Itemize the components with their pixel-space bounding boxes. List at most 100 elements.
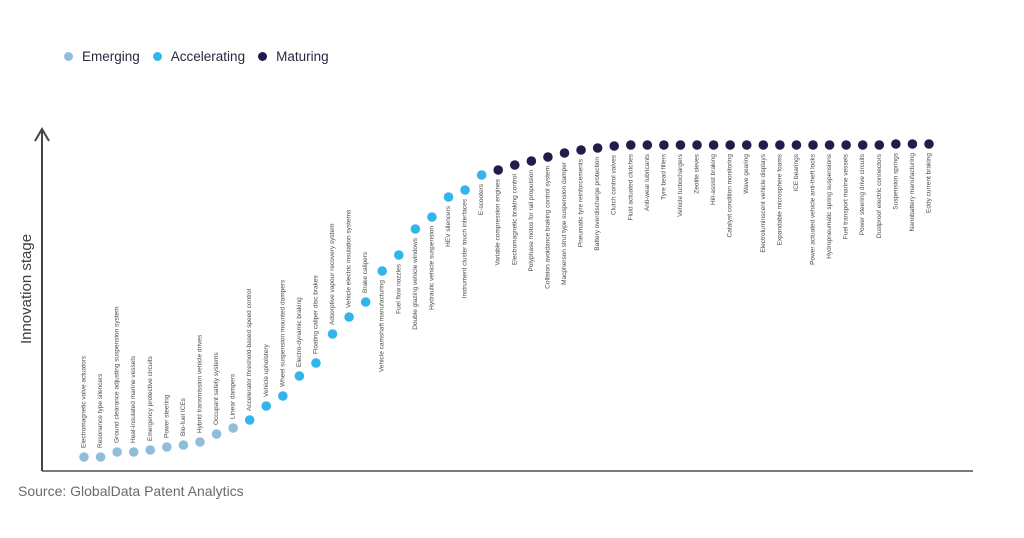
data-point [725, 140, 735, 150]
data-point-label: Wave gearing [743, 154, 750, 194]
data-point [344, 312, 354, 322]
data-point [410, 224, 421, 234]
data-point [857, 140, 868, 150]
data-point-label: Fuel flow nozzles [395, 263, 402, 314]
data-point [874, 140, 885, 150]
data-point-label: Variable compression engines [495, 178, 502, 265]
chart-legend: Emerging Accelerating Maturing [64, 49, 329, 64]
data-point-label: Eddy current braking [926, 153, 933, 213]
data-point [675, 140, 686, 150]
data-point [294, 371, 305, 381]
data-point-label: Electroluminscent vehicle displays [760, 153, 767, 252]
data-point [128, 447, 139, 457]
data-point-label: Emergency protective circuits [147, 355, 154, 441]
data-point [162, 442, 172, 452]
data-point-label: Dustproof electric connectors [876, 153, 883, 238]
data-point-label: Suspension springs [892, 152, 899, 209]
data-point [427, 212, 437, 222]
data-point [841, 140, 851, 150]
data-point-label: Anti-wear lubricants [644, 153, 651, 211]
data-point [79, 452, 89, 462]
legend-label: Maturing [276, 49, 329, 64]
data-point-label: Tyre bead fillers [660, 153, 667, 200]
data-point [692, 140, 702, 150]
data-point-label: Hybrid transmission vehicle drives [196, 334, 203, 433]
data-point-label: Hydropneumatic spring suspensions [826, 153, 833, 259]
data-point-label: Collision avoidance braking control syst… [544, 166, 551, 289]
data-point [195, 437, 205, 447]
data-point [625, 140, 636, 150]
data-point [244, 415, 255, 425]
data-point-label: ICE bearings [793, 153, 800, 191]
data-point [178, 440, 189, 450]
data-point-label: Fuel transport marine vessels [843, 153, 850, 239]
data-point [443, 192, 454, 202]
data-point-label: Polyphase motos for rail propulsion [528, 170, 535, 272]
data-point-label: Floating caliper disc brakes [312, 274, 319, 354]
data-point [327, 329, 338, 339]
data-point [659, 140, 669, 150]
data-point [145, 445, 156, 455]
data-point [261, 401, 272, 411]
data-point [543, 152, 553, 162]
data-point [95, 452, 106, 462]
data-point-label: Electromagnetic braking control [511, 173, 518, 265]
data-point [775, 140, 785, 150]
data-point-label: Expandable microsphere foams [776, 153, 783, 245]
data-point [576, 145, 586, 155]
data-point-label: Vehicle upholstery [263, 343, 270, 397]
data-point-label: Brake calipers [362, 251, 369, 293]
data-point [278, 391, 288, 401]
data-point-label: Linear dampers [230, 373, 237, 419]
data-point [791, 140, 802, 150]
legend-label: Emerging [82, 49, 140, 64]
data-point-label: Resonance type silencers [97, 373, 104, 448]
data-point [526, 156, 537, 166]
data-point-label: Catalyst condition monitoring [727, 154, 734, 238]
data-point [824, 140, 835, 150]
data-point-label: Zeolite sieves [694, 153, 701, 193]
data-point-label: Accelerator threshold-based speed contro… [246, 288, 253, 411]
data-point [460, 185, 470, 195]
data-point [476, 170, 487, 180]
data-point [311, 358, 321, 368]
data-point [642, 140, 653, 150]
y-axis-arrowhead-icon [34, 127, 50, 142]
legend-label: Accelerating [170, 49, 246, 64]
data-point [741, 140, 752, 150]
data-point-label: Vehicle electric insulation systems [346, 209, 353, 308]
maturing-dot-icon [258, 52, 268, 61]
data-point-label: Ground clearance adjusting suspension sy… [114, 306, 121, 443]
data-point-label: Electromagnetic valve actuators [81, 355, 88, 448]
data-point-label: HEV silencers [445, 205, 452, 247]
data-point-label: Double glazing vehicle windows [412, 237, 419, 330]
data-point-label: Hill-assist braking [710, 154, 717, 205]
data-point-label: E-scooters [478, 183, 485, 215]
data-point-label: Occupant safety systems [213, 352, 220, 425]
data-point-label: Pneumatic tyre reinforcements [578, 158, 585, 247]
data-point [924, 139, 934, 149]
emerging-dot-icon [64, 52, 73, 61]
data-point-label: Adsorptive vapour recovery system [329, 223, 336, 325]
data-point-label: Vehicle camshaft manufacturing [379, 280, 386, 373]
data-point [891, 139, 901, 149]
data-point-label: Macpherson strut type suspension damper [561, 161, 568, 285]
data-point-label: Electro-dynamic braking [296, 297, 303, 367]
data-point [211, 429, 222, 439]
source-note: Source: GlobalData Patent Analytics [18, 483, 244, 499]
data-point-label: Nanobattery manufacturing [909, 153, 916, 232]
data-point [907, 139, 918, 149]
legend-item-maturing: Maturing [258, 49, 329, 64]
data-point-label: Instrument cluster touch interfaces [462, 198, 469, 298]
legend-item-accelerating: Accelerating [152, 49, 246, 64]
accelerating-dot-icon [152, 52, 162, 61]
data-point-label: Fluid actuated clutches [627, 153, 634, 220]
data-point [708, 140, 719, 150]
data-point [493, 165, 504, 175]
data-point [360, 297, 371, 307]
data-point [228, 423, 238, 433]
data-point [609, 141, 619, 151]
data-point-label: Wheel suspension mounted dampers [279, 279, 286, 387]
